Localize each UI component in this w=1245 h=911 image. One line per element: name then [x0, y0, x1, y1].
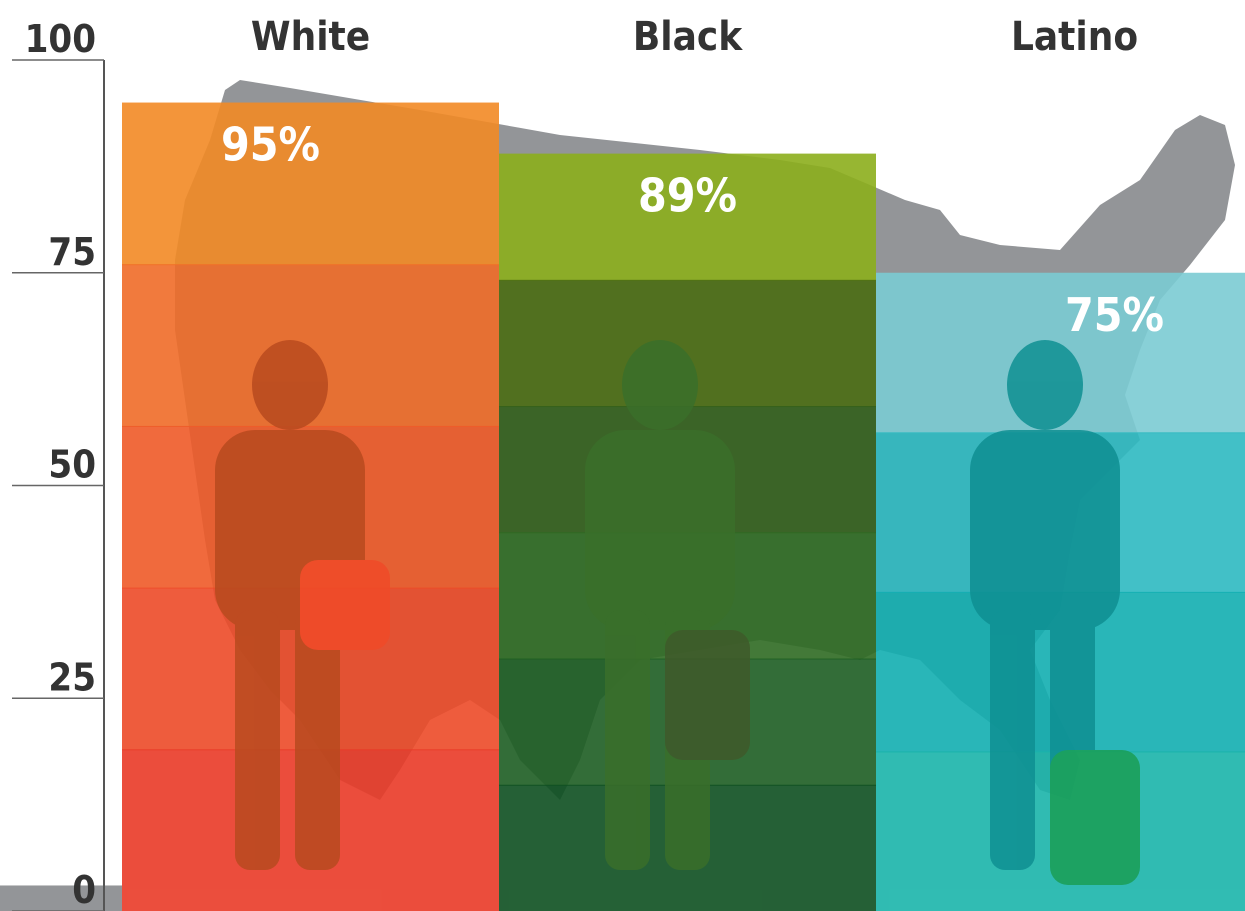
left-leg	[605, 610, 650, 870]
backpack	[300, 560, 390, 650]
category-label-black: Black	[633, 14, 743, 60]
left-leg	[990, 610, 1035, 870]
labels-layer: White 95% Black 89% Latino 75%	[221, 14, 1164, 342]
student-silhouette-1	[215, 340, 390, 870]
value-label-black: 89%	[638, 169, 737, 223]
student-silhouettes	[215, 340, 1140, 885]
value-label-white: 95%	[221, 118, 320, 172]
torso	[970, 430, 1120, 630]
student-silhouette-2	[585, 340, 750, 870]
category-label-white: White	[251, 14, 370, 60]
y-tick-label-100: 100	[25, 17, 96, 61]
bar-band	[122, 102, 499, 266]
left-leg	[235, 610, 280, 870]
head	[1007, 340, 1083, 430]
y-tick-label-75: 75	[48, 230, 96, 274]
category-label-latino: Latino	[1011, 14, 1138, 60]
y-tick-label-50: 50	[48, 443, 96, 487]
value-label-latino: 75%	[1065, 288, 1164, 342]
student-silhouette-3	[970, 340, 1140, 885]
backpack	[665, 630, 750, 760]
baseline-block	[0, 885, 122, 911]
y-axis: 0 25 50 75 100	[0, 17, 122, 911]
torso	[585, 430, 735, 630]
backpack	[1050, 750, 1140, 885]
y-tick-label-25: 25	[48, 655, 96, 699]
bar-band	[499, 153, 876, 281]
y-tick-label-0: 0	[72, 868, 96, 911]
right-leg	[295, 610, 340, 870]
head	[622, 340, 698, 430]
head	[252, 340, 328, 430]
